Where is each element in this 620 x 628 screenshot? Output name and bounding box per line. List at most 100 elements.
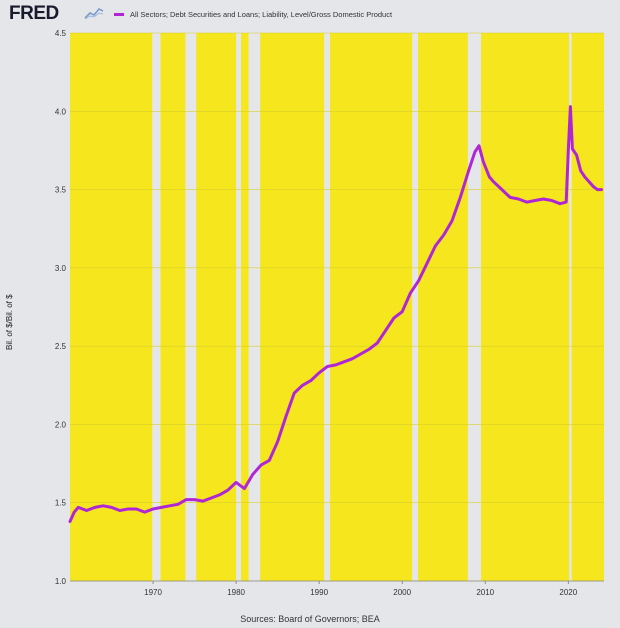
data-point bbox=[442, 234, 445, 236]
y-tick-label: 4.0 bbox=[55, 107, 67, 116]
data-point bbox=[276, 440, 279, 443]
data-point bbox=[596, 188, 599, 191]
data-point bbox=[409, 292, 412, 294]
data-point bbox=[478, 144, 480, 147]
data-point bbox=[69, 520, 71, 523]
data-point bbox=[102, 505, 105, 507]
data-point bbox=[588, 180, 590, 183]
y-tick-label: 1.0 bbox=[55, 577, 67, 586]
legend-swatch bbox=[114, 12, 124, 16]
data-point bbox=[301, 384, 304, 387]
data-point bbox=[110, 506, 113, 509]
data-point bbox=[351, 357, 354, 360]
data-point bbox=[482, 160, 484, 163]
data-point bbox=[434, 245, 437, 247]
data-point bbox=[177, 503, 179, 506]
band-gap bbox=[467, 33, 482, 581]
source-note: Sources: Board of Governors; BEA bbox=[240, 614, 380, 624]
data-point bbox=[94, 506, 96, 509]
data-point bbox=[376, 342, 379, 344]
plot-area bbox=[70, 33, 604, 581]
data-point bbox=[318, 371, 320, 374]
y-tick-label: 2.5 bbox=[55, 342, 67, 351]
band-gap bbox=[152, 33, 161, 581]
data-point bbox=[584, 176, 586, 178]
data-point bbox=[467, 169, 470, 172]
data-point bbox=[569, 105, 572, 108]
data-point bbox=[168, 505, 171, 507]
chart-header: FRED All Sectors; Debt Securities and Lo… bbox=[0, 0, 620, 26]
data-point bbox=[193, 498, 196, 501]
data-point bbox=[85, 509, 88, 512]
data-point bbox=[243, 487, 246, 490]
data-point bbox=[326, 365, 329, 368]
data-point bbox=[251, 473, 254, 476]
data-point bbox=[418, 279, 420, 282]
data-point bbox=[152, 508, 154, 510]
x-tick-label: 1970 bbox=[144, 588, 162, 597]
band-gap bbox=[185, 33, 197, 581]
data-point bbox=[77, 506, 80, 509]
band-gap bbox=[412, 33, 418, 581]
data-point bbox=[592, 185, 595, 188]
data-point bbox=[517, 198, 520, 200]
data-point bbox=[474, 151, 476, 153]
legend-label: All Sectors; Debt Securities and Loans; … bbox=[130, 9, 393, 19]
data-point bbox=[559, 202, 561, 205]
fred-logo[interactable]: FRED bbox=[9, 3, 59, 24]
data-point bbox=[268, 459, 271, 462]
y-tick-label: 3.0 bbox=[55, 264, 67, 273]
data-point bbox=[119, 509, 121, 512]
band-gap bbox=[248, 33, 261, 581]
band-gap bbox=[324, 33, 330, 581]
data-point bbox=[384, 329, 387, 332]
data-point bbox=[501, 188, 503, 191]
data-point bbox=[235, 481, 237, 484]
data-point bbox=[492, 180, 495, 183]
x-tick-label: 1990 bbox=[310, 588, 328, 597]
data-point bbox=[210, 497, 212, 499]
data-point bbox=[73, 511, 75, 513]
data-point bbox=[426, 262, 428, 264]
data-point bbox=[534, 199, 536, 202]
data-point bbox=[571, 148, 574, 150]
data-point bbox=[135, 508, 138, 510]
data-point bbox=[567, 149, 570, 152]
data-point bbox=[542, 198, 545, 200]
data-point bbox=[293, 392, 296, 394]
band-gap bbox=[569, 33, 572, 581]
x-tick-label: 2010 bbox=[476, 588, 494, 597]
legend[interactable]: All Sectors; Debt Securities and Loans; … bbox=[114, 7, 392, 21]
data-point bbox=[579, 169, 582, 172]
y-tick-label: 3.5 bbox=[55, 186, 67, 195]
series-line bbox=[68, 105, 603, 523]
y-tick-label: 1.5 bbox=[55, 499, 67, 508]
data-point bbox=[600, 188, 603, 191]
data-point bbox=[185, 498, 188, 501]
y-tick-label: 2.0 bbox=[55, 420, 67, 429]
data-point bbox=[488, 176, 491, 178]
data-point bbox=[218, 494, 221, 496]
band-gap bbox=[236, 33, 242, 581]
fred-chart-icon bbox=[84, 8, 104, 20]
x-tick-label: 1980 bbox=[227, 588, 245, 597]
x-tick-label: 2020 bbox=[559, 588, 577, 597]
data-point bbox=[343, 361, 345, 363]
data-point bbox=[509, 196, 511, 199]
data-point bbox=[285, 415, 287, 418]
data-point bbox=[550, 199, 553, 202]
data-point bbox=[202, 500, 204, 502]
data-point bbox=[401, 310, 403, 313]
data-point bbox=[459, 196, 462, 199]
data-point bbox=[575, 154, 578, 156]
data-point bbox=[143, 511, 146, 513]
x-tick-label: 2000 bbox=[393, 588, 411, 597]
data-point bbox=[260, 464, 262, 466]
data-point bbox=[310, 379, 312, 382]
y-tick-label: 4.5 bbox=[55, 29, 67, 38]
data-point bbox=[160, 506, 163, 509]
data-point bbox=[127, 508, 129, 510]
data-point bbox=[525, 201, 528, 203]
data-point bbox=[359, 353, 362, 355]
